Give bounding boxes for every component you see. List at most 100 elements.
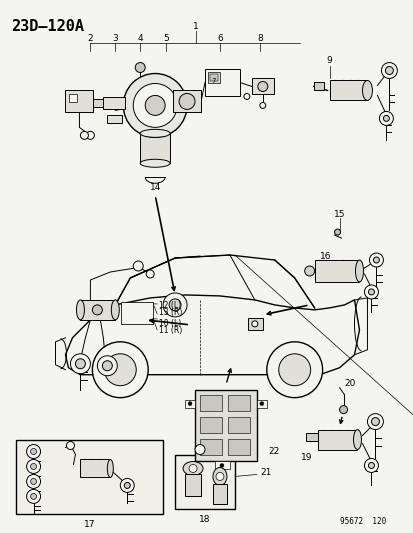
Bar	[228, 417, 249, 433]
Circle shape	[259, 102, 265, 108]
Circle shape	[104, 354, 136, 386]
Ellipse shape	[212, 467, 226, 486]
Text: 95672  120: 95672 120	[339, 517, 385, 526]
Circle shape	[378, 111, 392, 125]
Circle shape	[135, 62, 145, 72]
Bar	[173, 91, 201, 112]
Circle shape	[26, 474, 40, 488]
Circle shape	[169, 299, 180, 311]
Ellipse shape	[111, 300, 119, 320]
Bar	[256, 400, 266, 408]
Text: 17: 17	[83, 520, 95, 529]
Bar	[199, 439, 221, 455]
Circle shape	[189, 464, 197, 472]
Bar	[228, 394, 249, 410]
Circle shape	[163, 293, 187, 317]
Circle shape	[120, 479, 134, 492]
Circle shape	[373, 257, 378, 263]
Circle shape	[80, 131, 88, 139]
Circle shape	[66, 441, 74, 449]
Circle shape	[219, 464, 223, 467]
Circle shape	[368, 289, 373, 295]
Bar	[69, 94, 77, 102]
Bar	[228, 439, 249, 455]
Polygon shape	[65, 295, 358, 375]
Text: 16: 16	[319, 252, 330, 261]
Text: 7: 7	[211, 78, 216, 85]
Bar	[251, 78, 273, 94]
Bar	[305, 433, 317, 441]
Bar	[329, 80, 367, 100]
Circle shape	[26, 459, 40, 473]
Bar	[121, 302, 153, 324]
Bar	[209, 74, 217, 82]
Bar	[80, 459, 110, 478]
Circle shape	[195, 445, 204, 455]
Circle shape	[31, 464, 36, 470]
Circle shape	[92, 305, 102, 315]
Circle shape	[385, 67, 392, 75]
Text: 1: 1	[193, 22, 198, 31]
Circle shape	[102, 361, 112, 371]
Circle shape	[368, 463, 373, 469]
Text: 3: 3	[112, 34, 118, 43]
Bar	[107, 116, 122, 123]
Bar	[80, 300, 115, 320]
Circle shape	[133, 261, 143, 271]
Ellipse shape	[107, 459, 113, 478]
Circle shape	[70, 354, 90, 374]
Bar	[199, 417, 221, 433]
Circle shape	[304, 266, 314, 276]
Bar	[185, 400, 195, 408]
Circle shape	[368, 253, 382, 267]
Bar	[247, 318, 262, 330]
Circle shape	[31, 494, 36, 499]
Text: 5: 5	[163, 34, 169, 43]
Ellipse shape	[183, 462, 202, 475]
Ellipse shape	[76, 300, 84, 320]
Text: 4: 4	[137, 34, 143, 43]
Circle shape	[31, 449, 36, 455]
Bar	[313, 83, 323, 91]
Circle shape	[266, 342, 322, 398]
Text: 10 (L): 10 (L)	[159, 319, 181, 328]
Ellipse shape	[353, 430, 361, 449]
Bar	[199, 394, 221, 410]
Bar	[85, 100, 103, 108]
Text: 14: 14	[149, 183, 161, 192]
Circle shape	[334, 229, 340, 235]
Text: 13 (R): 13 (R)	[159, 309, 182, 317]
Circle shape	[278, 354, 310, 386]
Text: 12 (L): 12 (L)	[159, 301, 181, 310]
Circle shape	[31, 479, 36, 484]
Bar	[214, 462, 229, 470]
Circle shape	[26, 489, 40, 503]
Bar	[207, 71, 219, 84]
Circle shape	[133, 84, 177, 127]
Circle shape	[123, 74, 187, 138]
Circle shape	[339, 406, 347, 414]
Text: 18: 18	[199, 515, 210, 524]
Circle shape	[26, 445, 40, 458]
Circle shape	[251, 321, 257, 327]
Bar	[175, 455, 234, 510]
Circle shape	[188, 402, 192, 406]
Text: 20: 20	[344, 379, 355, 388]
Text: 15: 15	[333, 209, 344, 219]
Circle shape	[92, 342, 148, 398]
Bar	[212, 484, 226, 504]
Bar	[16, 440, 163, 514]
Circle shape	[97, 356, 117, 376]
Circle shape	[86, 131, 94, 139]
Circle shape	[380, 62, 396, 78]
Circle shape	[363, 285, 377, 299]
Text: 2: 2	[88, 34, 93, 43]
Circle shape	[75, 359, 85, 369]
Text: 11 (R): 11 (R)	[159, 326, 182, 335]
Circle shape	[216, 472, 223, 480]
Bar	[317, 430, 357, 449]
Circle shape	[382, 116, 389, 122]
Circle shape	[146, 270, 154, 278]
Text: 22: 22	[268, 447, 279, 456]
Ellipse shape	[355, 260, 363, 282]
